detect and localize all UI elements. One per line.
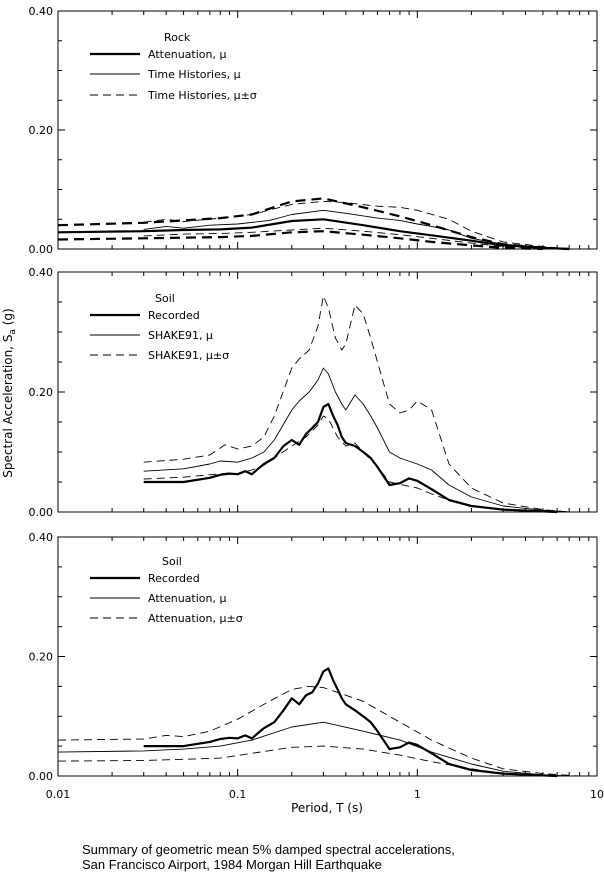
legend-bottom-item-3: Attenuation, μ±σ bbox=[148, 612, 243, 625]
y-axis-label: Spectral Acceleration, Sa (g) bbox=[1, 308, 18, 477]
series-line bbox=[57, 745, 558, 777]
y-tick-label: 0.40 bbox=[29, 531, 54, 544]
legend-top-title: Rock bbox=[164, 31, 191, 44]
series-line bbox=[143, 209, 570, 250]
legend-middle-item-3: SHAKE91, μ±σ bbox=[148, 349, 229, 362]
series-line bbox=[57, 218, 570, 251]
legend-top-item-1: Attenuation, μ bbox=[148, 48, 226, 61]
series-line bbox=[143, 227, 558, 250]
panel-top-frame bbox=[57, 10, 598, 250]
y-tick-label: 0.00 bbox=[29, 770, 54, 783]
x-tick-label: 0.01 bbox=[46, 788, 71, 801]
figure-caption: Summary of geometric mean 5% damped spec… bbox=[82, 842, 455, 872]
legend-top-item-2: Time Histories, μ bbox=[147, 68, 241, 81]
panel-middle: 0.00 0.20 0.40 bbox=[29, 266, 598, 519]
y-tick-label: 0.20 bbox=[29, 386, 54, 399]
series-line bbox=[143, 667, 558, 778]
series-line bbox=[143, 295, 570, 513]
series-line bbox=[57, 721, 570, 777]
series-line bbox=[57, 685, 580, 777]
panel-top: 0.00 0.20 0.40 bbox=[29, 5, 598, 256]
legend-bottom: Soil Recorded Attenuation, μ Attenuation… bbox=[90, 555, 243, 625]
legend-middle: Soil Recorded SHAKE91, μ SHAKE91, μ±σ bbox=[90, 292, 229, 362]
y-tick-label: 0.00 bbox=[29, 243, 54, 256]
legend-top-item-3: Time Histories, μ±σ bbox=[147, 89, 257, 102]
y-tick-label: 0.20 bbox=[29, 124, 54, 137]
y-tick-label: 0.40 bbox=[29, 266, 54, 279]
panel-bottom: 0.00 0.20 0.40 bbox=[29, 531, 598, 783]
x-tick-label: 0.1 bbox=[229, 788, 247, 801]
y-tick-label: 0.40 bbox=[29, 5, 54, 18]
legend-middle-item-2: SHAKE91, μ bbox=[148, 329, 213, 342]
caption-line-1: Summary of geometric mean 5% damped spec… bbox=[82, 842, 455, 857]
x-tick-label: 10 bbox=[590, 788, 604, 801]
series-line bbox=[57, 197, 570, 251]
legend-middle-title: Soil bbox=[155, 292, 175, 305]
legend-bottom-title: Soil bbox=[162, 555, 182, 568]
legend-top: Rock Attenuation, μ Time Histories, μ Ti… bbox=[90, 31, 257, 102]
x-tick-label: 1 bbox=[414, 788, 421, 801]
y-tick-label: 0.20 bbox=[29, 651, 54, 664]
series-line bbox=[143, 367, 570, 513]
legend-bottom-item-1: Recorded bbox=[148, 572, 200, 585]
y-tick-label: 0.00 bbox=[29, 506, 54, 519]
legend-bottom-item-2: Attenuation, μ bbox=[148, 592, 226, 605]
y-axis-label-unit: (g) bbox=[1, 308, 15, 329]
series-line bbox=[57, 230, 543, 251]
series-line bbox=[143, 415, 558, 513]
y-axis-label-main: Spectral Acceleration, S bbox=[1, 335, 15, 478]
legend-middle-item-1: Recorded bbox=[148, 309, 200, 322]
x-axis-label: Period, T (s) bbox=[291, 801, 363, 815]
caption-line-2: San Francisco Airport, 1984 Morgan Hill … bbox=[82, 857, 382, 872]
series-line bbox=[143, 402, 558, 514]
panel-middle-frame bbox=[57, 271, 598, 513]
y-axis-label-subscript: a bbox=[8, 329, 18, 335]
panel-bottom-frame bbox=[57, 536, 598, 777]
